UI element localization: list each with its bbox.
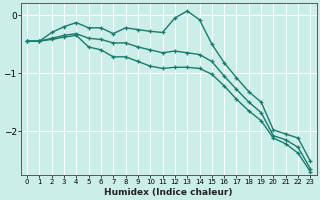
X-axis label: Humidex (Indice chaleur): Humidex (Indice chaleur) bbox=[104, 188, 233, 197]
